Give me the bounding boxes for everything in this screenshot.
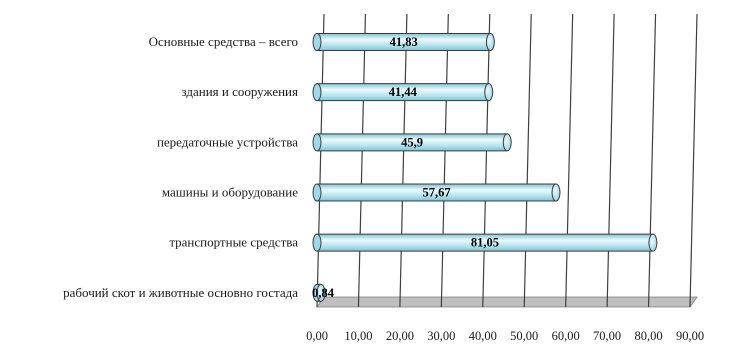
gridline — [689, 13, 698, 308]
bar — [312, 133, 512, 152]
x-tick-label: 40,00 — [469, 329, 497, 343]
bar — [312, 83, 494, 102]
category-label: машины и оборудование — [162, 185, 298, 200]
bar-body — [317, 234, 653, 252]
gridline — [440, 13, 449, 308]
bar-body — [317, 83, 489, 101]
bar — [312, 233, 658, 252]
x-tick-label: 20,00 — [386, 329, 414, 343]
bar — [312, 33, 495, 51]
gridline — [482, 13, 491, 308]
bar-end-cap — [648, 233, 658, 252]
bar-base-cap — [312, 133, 322, 152]
data-label: 81,05 — [471, 236, 499, 250]
bar-end-cap — [485, 33, 495, 51]
gridline — [565, 13, 574, 308]
gridline — [606, 13, 615, 308]
category-label: здания и сооружения — [181, 84, 298, 99]
bar — [312, 283, 326, 302]
grid — [316, 13, 698, 308]
bar-body — [317, 133, 508, 151]
category-label: Основные средства – всего — [149, 34, 298, 49]
floor — [316, 296, 698, 308]
bar-end-cap — [502, 133, 512, 152]
gridline — [316, 13, 325, 308]
category-label: транспортные средства — [169, 235, 298, 250]
bar-body — [317, 184, 557, 201]
bar-body — [317, 33, 491, 51]
data-label: 57,67 — [422, 186, 450, 200]
x-tick-label: 30,00 — [427, 329, 455, 343]
bar — [312, 183, 561, 202]
gridline — [647, 13, 657, 308]
gridline — [523, 13, 532, 308]
bars — [312, 33, 658, 302]
gridline — [357, 13, 367, 308]
category-label: передаточные устройства — [157, 134, 298, 149]
bar-end-cap — [484, 83, 494, 102]
labels: 0,00 10,00 20,00 30,00 40,00 50,00 60,00 70,00 8… — [63, 34, 704, 343]
bar-end-cap — [316, 283, 326, 302]
data-label: 45,9 — [401, 135, 423, 149]
data-label: 41,44 — [389, 85, 418, 99]
x-tick-label: 0,00 — [306, 329, 328, 343]
category-label: рабочий скот и животные основно гостада — [63, 285, 298, 300]
bar-base-cap — [312, 33, 322, 51]
x-tick-label: 60,00 — [552, 329, 580, 343]
bar-base-cap — [312, 233, 322, 252]
x-tick-label: 10,00 — [344, 329, 372, 343]
x-tick-label: 50,00 — [510, 329, 538, 343]
bar-end-cap — [551, 183, 561, 202]
gridline — [399, 13, 408, 308]
x-tick-label: 80,00 — [634, 329, 662, 343]
x-tick-label: 90,00 — [676, 329, 704, 343]
data-label: 0,84 — [312, 286, 335, 300]
x-tick-label: 70,00 — [593, 329, 621, 343]
bar-base-cap — [312, 83, 322, 102]
data-label: 41,83 — [390, 35, 418, 49]
bar-base-cap — [312, 183, 322, 202]
